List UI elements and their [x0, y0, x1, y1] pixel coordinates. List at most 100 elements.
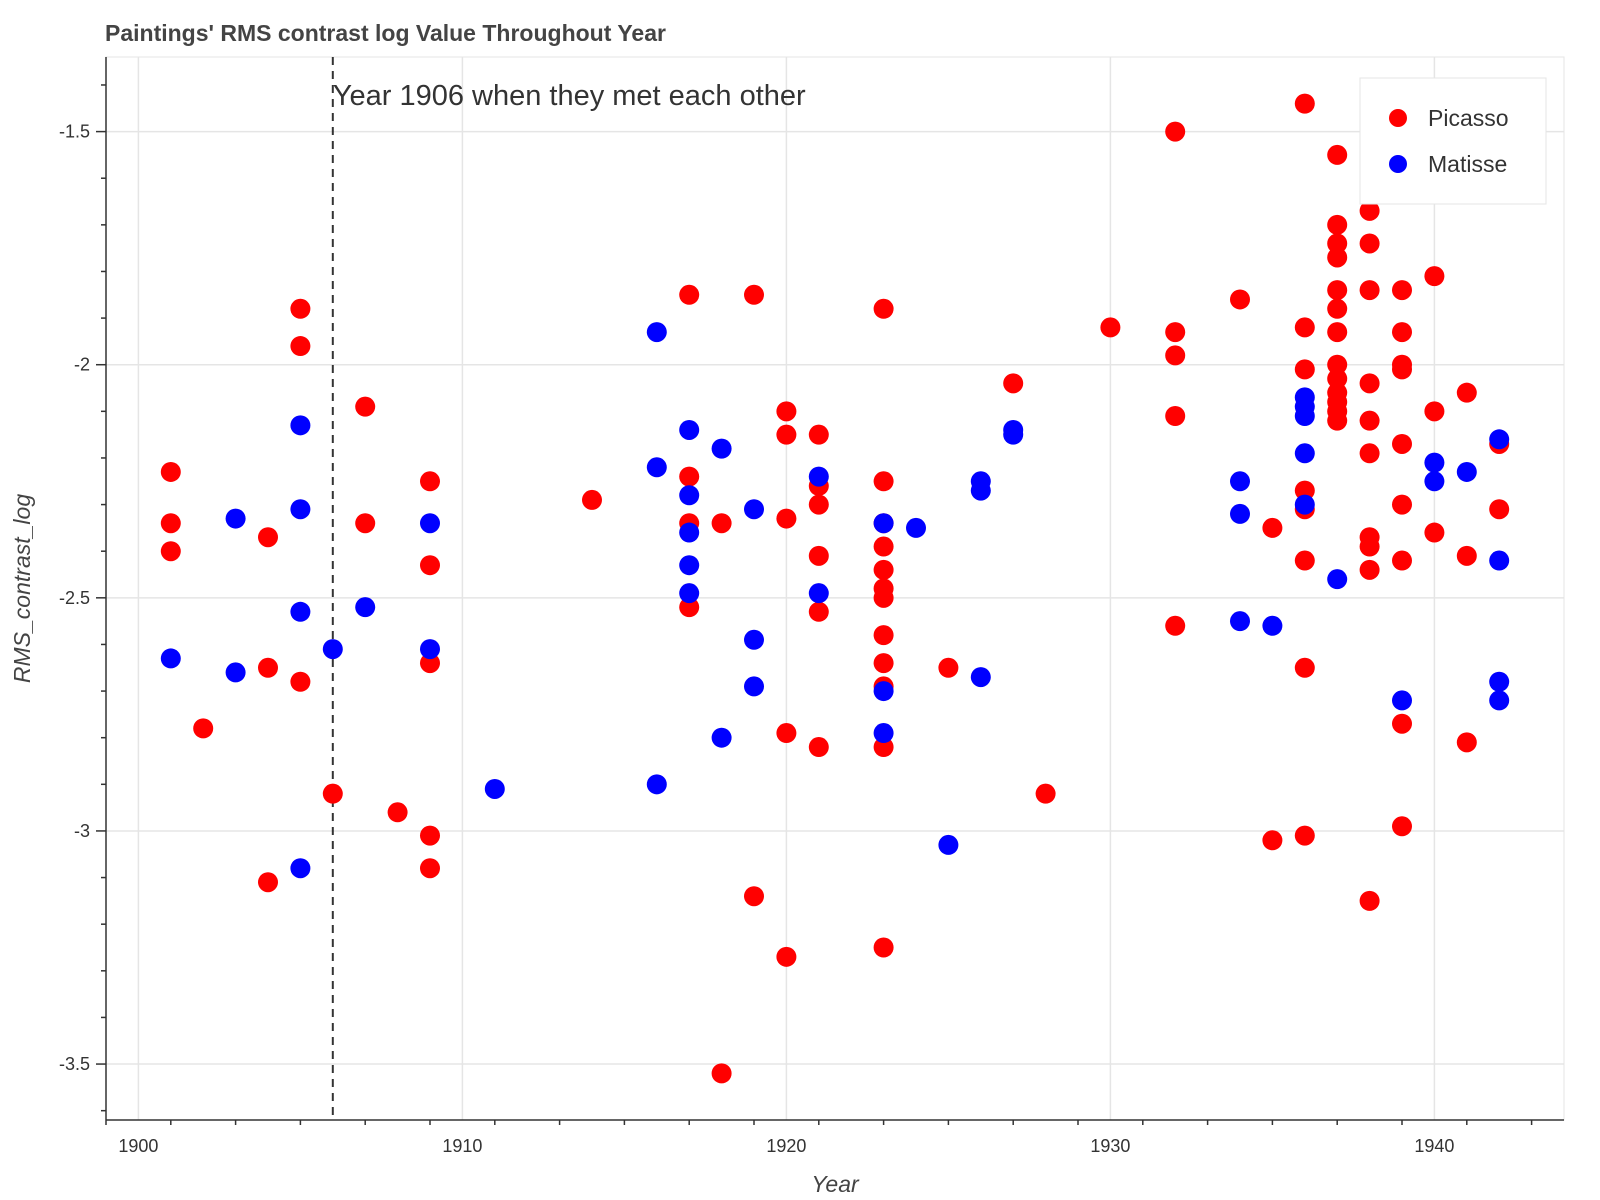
- data-point-matisse: [1456, 461, 1477, 482]
- data-point-matisse: [1489, 671, 1510, 692]
- data-point-picasso: [1294, 317, 1315, 338]
- data-point-picasso: [808, 424, 829, 445]
- legend-marker-picasso: [1389, 109, 1407, 127]
- data-point-picasso: [1262, 830, 1283, 851]
- data-point-matisse: [711, 727, 732, 748]
- grid-lines: [106, 57, 1564, 1120]
- data-point-picasso: [1359, 233, 1380, 254]
- data-point-matisse: [873, 681, 894, 702]
- data-point-picasso: [1230, 289, 1250, 310]
- data-point-picasso: [420, 653, 440, 674]
- data-point-matisse: [679, 485, 700, 506]
- data-point-picasso: [679, 284, 700, 305]
- data-point-picasso: [1392, 494, 1412, 515]
- series-matisse: [160, 322, 1510, 879]
- data-point-picasso: [1294, 93, 1315, 114]
- data-point-picasso: [582, 489, 602, 510]
- data-point-picasso: [1327, 280, 1348, 301]
- y-tick-label: -2: [74, 355, 90, 375]
- data-point-picasso: [808, 545, 829, 566]
- data-point-picasso: [420, 825, 440, 846]
- data-point-picasso: [322, 783, 343, 804]
- data-point-matisse: [679, 555, 700, 576]
- data-point-picasso: [1456, 382, 1477, 403]
- data-point-matisse: [1262, 615, 1283, 636]
- data-point-picasso: [258, 527, 278, 548]
- x-tick-label: 1900: [118, 1136, 158, 1156]
- y-tick-label: -1.5: [59, 122, 90, 142]
- data-point-picasso: [776, 946, 797, 967]
- data-point-matisse: [420, 513, 440, 534]
- legend-label-matisse: Matisse: [1428, 151, 1507, 177]
- data-point-picasso: [160, 541, 181, 562]
- data-point-matisse: [906, 517, 926, 538]
- data-point-matisse: [290, 415, 311, 436]
- data-point-matisse: [808, 583, 829, 604]
- data-point-picasso: [1392, 322, 1412, 343]
- data-point-picasso: [873, 937, 894, 958]
- data-point-matisse: [1003, 424, 1024, 445]
- data-points: [160, 93, 1510, 1084]
- data-point-matisse: [679, 583, 700, 604]
- data-point-matisse: [1230, 503, 1250, 524]
- data-point-matisse: [970, 667, 991, 688]
- data-point-matisse: [1230, 471, 1250, 492]
- data-point-picasso: [1327, 233, 1348, 254]
- data-point-picasso: [290, 298, 311, 319]
- data-point-matisse: [1392, 690, 1412, 711]
- data-point-matisse: [1327, 569, 1348, 590]
- data-point-matisse: [1294, 405, 1315, 426]
- data-point-matisse: [646, 774, 667, 795]
- data-point-picasso: [258, 657, 278, 678]
- data-point-picasso: [808, 737, 829, 758]
- data-point-matisse: [1489, 550, 1510, 571]
- series-picasso: [160, 93, 1510, 1084]
- data-point-picasso: [258, 872, 278, 893]
- axes: 1900 1910 1920 1930 1940 -1.5 -2 -2.5 -3 -3.5: [59, 57, 1564, 1156]
- data-point-matisse: [938, 834, 959, 855]
- data-point-matisse: [744, 629, 764, 650]
- data-point-matisse: [484, 778, 505, 799]
- data-point-picasso: [420, 858, 440, 879]
- y-tick-label: -3.5: [59, 1054, 90, 1074]
- data-point-picasso: [1424, 522, 1445, 543]
- data-point-matisse: [160, 648, 181, 669]
- data-point-picasso: [1294, 550, 1315, 571]
- data-point-picasso: [1165, 405, 1186, 426]
- data-point-picasso: [290, 336, 311, 357]
- legend-label-picasso: Picasso: [1428, 105, 1509, 131]
- annotation-text: Year 1906 when they met each other: [333, 80, 806, 112]
- data-point-picasso: [1327, 247, 1348, 268]
- data-point-picasso: [1035, 783, 1056, 804]
- data-point-picasso: [808, 494, 829, 515]
- data-point-picasso: [1392, 280, 1412, 301]
- data-point-matisse: [1424, 471, 1445, 492]
- y-axis-label: RMS_contrast_log: [9, 494, 35, 683]
- data-point-matisse: [646, 457, 667, 478]
- data-point-picasso: [711, 513, 732, 534]
- x-tick-label: 1920: [766, 1136, 806, 1156]
- data-point-matisse: [322, 639, 343, 660]
- data-point-matisse: [225, 508, 246, 529]
- data-point-picasso: [1392, 433, 1412, 454]
- data-point-picasso: [679, 466, 700, 487]
- data-point-picasso: [1294, 359, 1315, 380]
- data-point-matisse: [1489, 690, 1510, 711]
- data-point-matisse: [873, 723, 894, 744]
- data-point-picasso: [1456, 545, 1477, 566]
- data-point-picasso: [1489, 499, 1510, 520]
- data-point-picasso: [1456, 732, 1477, 753]
- data-point-picasso: [1359, 443, 1380, 464]
- data-point-matisse: [679, 522, 700, 543]
- data-point-matisse: [420, 639, 440, 660]
- legend-marker-matisse: [1389, 155, 1407, 173]
- data-point-picasso: [1359, 536, 1380, 557]
- data-point-picasso: [420, 555, 440, 576]
- data-point-picasso: [776, 723, 797, 744]
- data-point-picasso: [1359, 200, 1380, 221]
- data-point-picasso: [744, 886, 764, 907]
- data-point-picasso: [387, 802, 408, 823]
- data-point-picasso: [1327, 410, 1348, 431]
- data-point-picasso: [1359, 559, 1380, 580]
